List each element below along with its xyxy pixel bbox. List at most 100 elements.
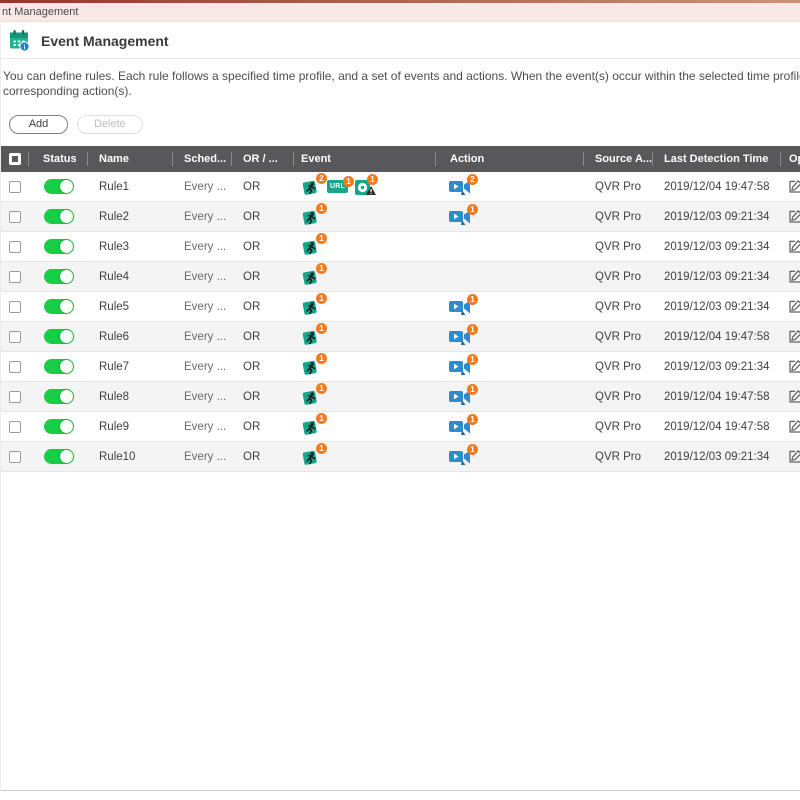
header-select-all[interactable] (1, 146, 29, 172)
table-row[interactable]: Rule7 Every ... OR 1 1 QVR Pro 2019/12/0 (1, 352, 800, 382)
rule-logic: OR (243, 300, 261, 313)
rule-action-icons: 1 (436, 412, 584, 441)
table-row[interactable]: Rule4 Every ... OR 1 QVR Pro 2019/12/03 … (1, 262, 800, 292)
motion-event-icon: 1 (301, 322, 327, 347)
motion-event-icon: 1 (301, 232, 327, 257)
status-toggle[interactable] (43, 179, 74, 194)
row-checkbox[interactable] (9, 300, 21, 313)
row-checkbox[interactable] (9, 180, 21, 193)
status-toggle[interactable] (43, 239, 74, 254)
column-header-status[interactable]: Status (29, 146, 88, 172)
rule-source-app: QVR Pro (595, 450, 642, 463)
rule-logic: OR (243, 180, 261, 193)
table-row[interactable]: Rule10 Every ... OR 1 1 QVR Pro 2019/12/ (1, 442, 800, 472)
rule-last-detection-time: 2019/12/03 09:21:34 (664, 300, 770, 313)
rule-logic: OR (243, 360, 261, 373)
action-count-badge: 1 (467, 414, 478, 425)
rule-action-icons: 1 (436, 322, 584, 351)
rule-last-detection-time: 2019/12/03 09:21:34 (664, 240, 770, 253)
status-toggle[interactable] (43, 269, 74, 284)
camera-action-icon: 1 (449, 414, 478, 435)
edit-rule-button[interactable] (788, 239, 800, 254)
status-toggle[interactable] (43, 449, 74, 464)
rule-action-icons: 1 (436, 202, 584, 231)
row-checkbox[interactable] (9, 270, 21, 283)
rule-action-icons (436, 232, 584, 261)
table-row[interactable]: Rule2 Every ... OR 1 1 QVR Pro 2019/12/0 (1, 202, 800, 232)
edit-rule-button[interactable] (788, 179, 800, 194)
status-toggle[interactable] (43, 329, 74, 344)
status-toggle[interactable] (43, 299, 74, 314)
row-checkbox[interactable] (9, 360, 21, 373)
recording-event-icon: 1 (354, 173, 378, 196)
status-toggle[interactable] (43, 419, 74, 434)
rule-source-app: QVR Pro (595, 360, 642, 373)
rule-name: Rule4 (99, 270, 130, 283)
row-checkbox[interactable] (9, 240, 21, 253)
table-row[interactable]: Rule5 Every ... OR 1 1 QVR Pro 2019/12/0 (1, 292, 800, 322)
row-checkbox[interactable] (9, 390, 21, 403)
rule-event-icons: 1 (294, 412, 436, 441)
tab-event-management[interactable]: nt Management (2, 6, 79, 18)
row-checkbox[interactable] (9, 210, 21, 223)
toggle-knob (59, 360, 73, 373)
camera-action-icon: 1 (449, 354, 478, 375)
action-count-badge: 1 (467, 204, 478, 215)
edit-rule-button[interactable] (788, 449, 800, 464)
column-header-operation[interactable]: Operation (789, 153, 800, 165)
table-row[interactable]: Rule9 Every ... OR 1 1 QVR Pro 2019/12/0 (1, 412, 800, 442)
column-header-schedule[interactable]: Sched... (173, 146, 232, 172)
rule-name: Rule6 (99, 330, 130, 343)
camera-action-icon: 1 (449, 294, 478, 315)
event-count-badge: 1 (316, 292, 327, 304)
rule-source-app: QVR Pro (595, 390, 642, 403)
column-header-event[interactable]: Event (294, 146, 436, 172)
column-header-last-detection-time[interactable]: Last Detection Time (653, 146, 781, 172)
edit-rule-button[interactable] (788, 269, 800, 284)
rule-event-icons: 1 (294, 292, 436, 321)
rule-source-app: QVR Pro (595, 330, 642, 343)
column-header-name[interactable]: Name (88, 146, 173, 172)
row-checkbox[interactable] (9, 420, 21, 433)
delete-button[interactable]: Delete (77, 115, 143, 134)
toggle-knob (59, 210, 73, 223)
status-toggle[interactable] (43, 209, 74, 224)
rule-event-icons: 1 (294, 352, 436, 381)
edit-rule-button[interactable] (788, 359, 800, 374)
edit-rule-button[interactable] (788, 389, 800, 404)
rule-last-detection-time: 2019/12/03 09:21:34 (664, 210, 770, 223)
edit-rule-button[interactable] (788, 329, 800, 344)
select-all-checkbox[interactable] (9, 153, 21, 165)
rule-logic: OR (243, 270, 261, 283)
column-header-source-app[interactable]: Source A... (584, 146, 653, 172)
rule-schedule: Every ... (184, 330, 227, 343)
edit-rule-button[interactable] (788, 209, 800, 224)
table-row[interactable]: Rule3 Every ... OR 1 QVR Pro 2019/12/03 … (1, 232, 800, 262)
add-button[interactable]: Add (9, 115, 68, 134)
camera-action-icon: 2 (449, 174, 478, 195)
event-count-badge: 1 (316, 412, 327, 424)
action-count-badge: 1 (467, 384, 478, 395)
column-header-or-and[interactable]: OR / ... (232, 146, 294, 172)
row-checkbox[interactable] (9, 450, 21, 463)
table-row[interactable]: Rule1 Every ... OR 2 URL 1 (1, 172, 800, 202)
page-title: Event Management (41, 32, 169, 49)
rule-name: Rule10 (99, 450, 136, 463)
camera-action-icon: 1 (449, 204, 478, 225)
rule-name: Rule9 (99, 420, 130, 433)
toggle-knob (59, 240, 73, 253)
table-row[interactable]: Rule6 Every ... OR 1 1 QVR Pro 2019/12/0 (1, 322, 800, 352)
window-accent-line (0, 0, 800, 3)
row-checkbox[interactable] (9, 330, 21, 343)
status-toggle[interactable] (43, 389, 74, 404)
edit-rule-button[interactable] (788, 299, 800, 314)
rule-action-icons: 2 (436, 172, 584, 201)
edit-rule-button[interactable] (788, 419, 800, 434)
status-toggle[interactable] (43, 359, 74, 374)
rule-logic: OR (243, 330, 261, 343)
tab-bar[interactable]: nt Management (0, 3, 800, 22)
action-count-badge: 1 (467, 324, 478, 335)
table-row[interactable]: Rule8 Every ... OR 1 1 QVR Pro 2019/12/0 (1, 382, 800, 412)
toggle-knob (59, 330, 73, 343)
column-header-action[interactable]: Action (436, 146, 584, 172)
